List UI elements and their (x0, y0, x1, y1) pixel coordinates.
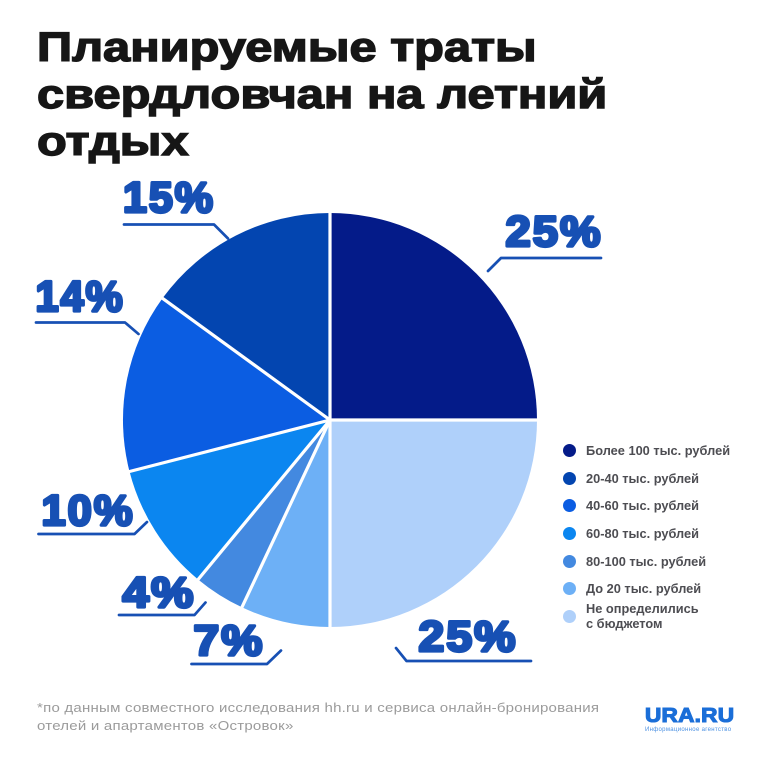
svg-text:4%: 4% (123, 569, 196, 617)
svg-text:25%: 25% (419, 613, 518, 661)
svg-text:14%: 14% (36, 273, 125, 321)
svg-text:7%: 7% (194, 617, 265, 665)
svg-text:10%: 10% (42, 487, 135, 535)
svg-text:25%: 25% (506, 208, 603, 256)
svg-text:15%: 15% (123, 174, 215, 222)
